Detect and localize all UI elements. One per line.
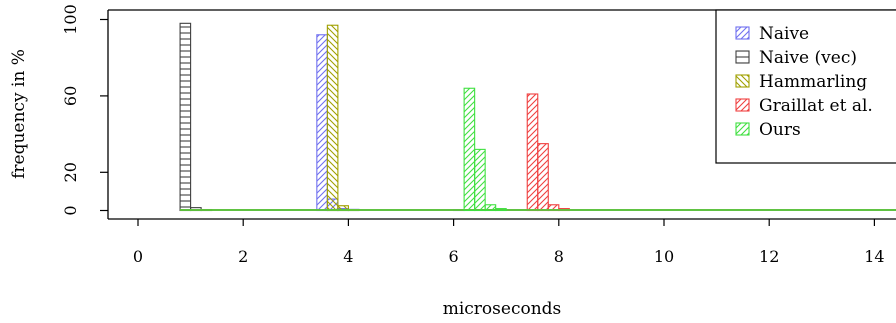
legend-swatch bbox=[735, 122, 750, 136]
legend-label: Graillat et al. bbox=[759, 96, 873, 116]
histogram-bar bbox=[326, 24, 339, 212]
histogram-bar bbox=[495, 208, 507, 212]
x-axis-title: microseconds bbox=[443, 299, 562, 319]
x-tick-label: 2 bbox=[238, 247, 248, 266]
series-ours bbox=[180, 87, 896, 212]
y-tick-label: 20 bbox=[61, 162, 80, 182]
legend-label: Hammarling bbox=[759, 72, 867, 92]
x-tick-label: 12 bbox=[759, 247, 779, 266]
legend-label: Naive (vec) bbox=[759, 48, 857, 68]
legend-swatch bbox=[735, 26, 750, 40]
legend-label: Ours bbox=[759, 120, 801, 140]
x-tick-label: 0 bbox=[133, 247, 143, 266]
y-tick-label: 100 bbox=[61, 4, 80, 35]
histogram-bar bbox=[526, 93, 539, 212]
legend-item: Ours bbox=[735, 120, 801, 140]
x-tick-label: 4 bbox=[343, 247, 353, 266]
legend-item: Graillat et al. bbox=[735, 96, 873, 116]
histogram-bar bbox=[179, 22, 192, 212]
histogram-bar bbox=[474, 148, 486, 212]
histogram-bar bbox=[316, 34, 328, 212]
x-tick-label: 10 bbox=[654, 247, 674, 266]
x-axis: 0 2 4 6 8 10 12 14 bbox=[133, 219, 885, 266]
y-axis: 0 20 60 100 bbox=[61, 4, 108, 216]
legend-item: Naive bbox=[735, 24, 809, 44]
bars-layer bbox=[179, 22, 896, 212]
x-tick-label: 8 bbox=[554, 247, 564, 266]
x-tick-label: 14 bbox=[864, 247, 884, 266]
legend-item: Naive (vec) bbox=[735, 48, 857, 68]
legend-swatch bbox=[735, 98, 750, 112]
legend-swatch bbox=[735, 74, 750, 88]
legend-item: Hammarling bbox=[735, 72, 867, 92]
y-tick-label: 60 bbox=[61, 86, 80, 106]
y-axis-title: frequency in % bbox=[9, 49, 29, 179]
histogram-bar bbox=[484, 204, 497, 212]
histogram-bar bbox=[537, 143, 549, 212]
legend-swatch bbox=[735, 50, 750, 64]
legend: Naive Naive (vec) Hammarling Graillat et al… bbox=[715, 9, 896, 164]
y-tick-label: 0 bbox=[61, 205, 80, 215]
histogram-bar bbox=[463, 87, 476, 212]
x-tick-label: 6 bbox=[449, 247, 459, 266]
legend-label: Naive bbox=[759, 24, 809, 44]
